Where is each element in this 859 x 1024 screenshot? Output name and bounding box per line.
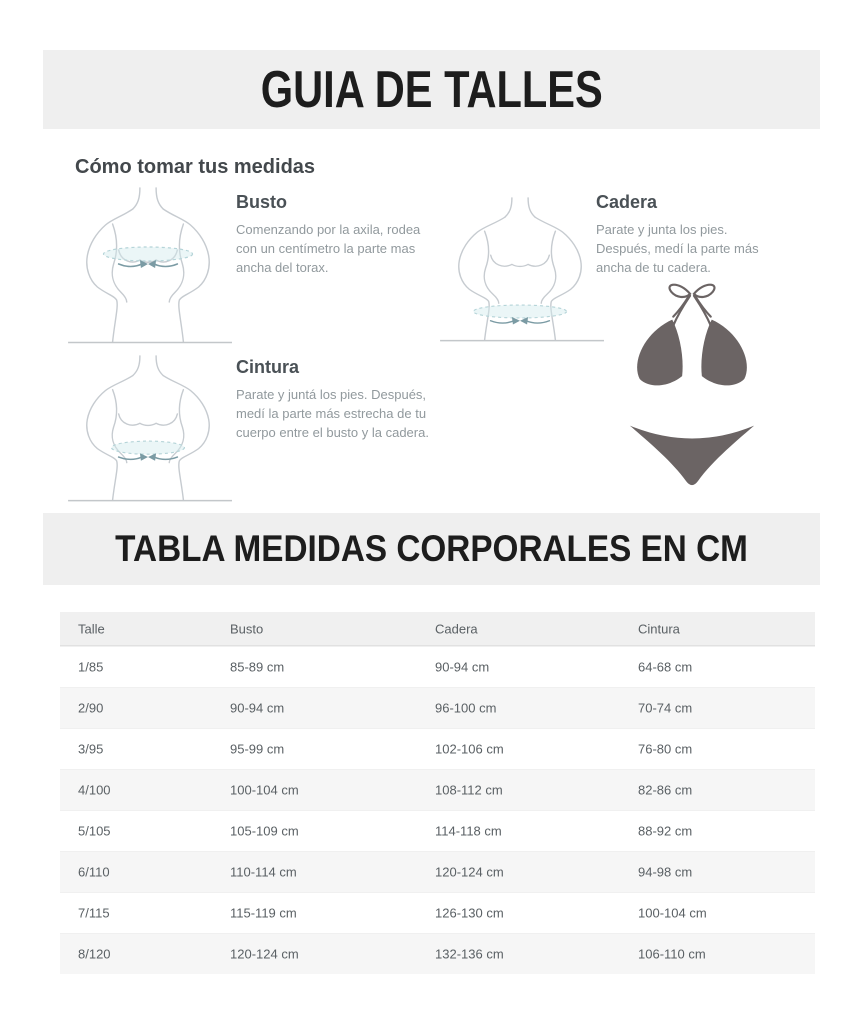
table-cell: 82-86 cm: [638, 782, 693, 798]
table-cell: 100-104 cm: [638, 905, 707, 921]
table-cell: 6/110: [78, 864, 110, 880]
table-row: 4/100 100-104 cm 108-112 cm 82-86 cm: [60, 769, 815, 810]
size-table-header: Talle Busto Cadera Cintura: [60, 612, 815, 646]
bikini-icon: [618, 276, 766, 494]
table-cell: 106-110 cm: [638, 946, 706, 962]
waist-instruction: Cintura Parate y juntá los pies. Después…: [236, 357, 436, 442]
table-row: 3/95 95-99 cm 102-106 cm 76-80 cm: [60, 728, 815, 769]
hip-instruction-title: Cadera: [596, 192, 658, 212]
table-cell: 2/90: [78, 700, 104, 716]
table-cell: 95-99 cm: [230, 741, 285, 757]
table-row: 2/90 90-94 cm 96-100 cm 70-74 cm: [60, 687, 815, 728]
table-title: TABLA MEDIDAS CORPORALES EN CM: [115, 528, 748, 569]
table-banner: TABLA MEDIDAS CORPORALES EN CM: [43, 513, 820, 585]
table-row: 7/115 115-119 cm 126-130 cm 100-104 cm: [60, 892, 815, 933]
table-cell: 94-98 cm: [638, 864, 693, 880]
table-cell: 115-119 cm: [230, 905, 297, 921]
bust-instruction-title: Busto: [236, 192, 287, 212]
measurements-heading: Cómo tomar tus medidas: [75, 156, 316, 178]
table-cell: 132-136 cm: [435, 946, 504, 962]
table-cell: 114-118 cm: [435, 823, 502, 839]
table-cell: 102-106 cm: [435, 741, 504, 757]
table-cell: 120-124 cm: [435, 864, 504, 880]
waist-measure-figure-icon: [62, 354, 234, 502]
table-cell: 120-124 cm: [230, 946, 299, 962]
table-cell: 96-100 cm: [435, 700, 497, 716]
hip-instruction: Cadera Parate y junta los pies. Después,…: [596, 192, 776, 277]
table-cell: 3/95: [78, 741, 104, 757]
hip-instruction-text: Parate y junta los pies. Después, medí l…: [596, 222, 759, 275]
table-cell: 76-80 cm: [638, 741, 693, 757]
table-cell: 110-114 cm: [230, 864, 297, 880]
table-cell: 7/115: [78, 905, 110, 921]
table-row: 5/105 105-109 cm 114-118 cm 88-92 cm: [60, 810, 815, 851]
bust-instruction-text: Comenzando por la axila, rodea con un ce…: [236, 222, 421, 275]
table-cell: 90-94 cm: [230, 700, 285, 716]
table-cell: 105-109 cm: [230, 823, 299, 839]
waist-instruction-title: Cintura: [236, 357, 299, 377]
column-header: Busto: [230, 621, 264, 636]
table-cell: 85-89 cm: [230, 659, 285, 675]
table-cell: 1/85: [78, 659, 104, 675]
hip-measure-figure-icon: [434, 196, 606, 342]
table-row: 6/110 110-114 cm 120-124 cm 94-98 cm: [60, 851, 815, 892]
bust-measure-figure-icon: [62, 186, 234, 344]
column-header: Talle: [78, 621, 105, 636]
table-cell: 64-68 cm: [638, 659, 693, 675]
table-cell: 70-74 cm: [638, 700, 693, 716]
title-banner: GUIA DE TALLES: [43, 50, 820, 129]
size-table-body: 1/85 85-89 cm 90-94 cm 64-68 cm 2/90 90-94 cm…: [60, 646, 815, 974]
table-cell: 8/120: [78, 946, 111, 962]
table-row: 8/120 120-124 cm 132-136 cm 106-110 cm: [60, 933, 815, 974]
table-cell: 5/105: [78, 823, 111, 839]
table-cell: 108-112 cm: [435, 782, 503, 798]
table-cell: 126-130 cm: [435, 905, 504, 921]
page-title: GUIA DE TALLES: [260, 60, 603, 119]
waist-instruction-text: Parate y juntá los pies. Después, medí l…: [236, 387, 429, 440]
table-cell: 4/100: [78, 782, 111, 798]
table-cell: 88-92 cm: [638, 823, 693, 839]
bust-instruction: Busto Comenzando por la axila, rodea con…: [236, 192, 422, 277]
column-header: Cadera: [435, 621, 478, 636]
table-cell: 90-94 cm: [435, 659, 490, 675]
table-row: 1/85 85-89 cm 90-94 cm 64-68 cm: [60, 646, 815, 687]
table-cell: 100-104 cm: [230, 782, 299, 798]
column-header: Cintura: [638, 621, 680, 636]
size-table: Talle Busto Cadera Cintura 1/85 85-89 cm 90-9…: [60, 612, 815, 974]
